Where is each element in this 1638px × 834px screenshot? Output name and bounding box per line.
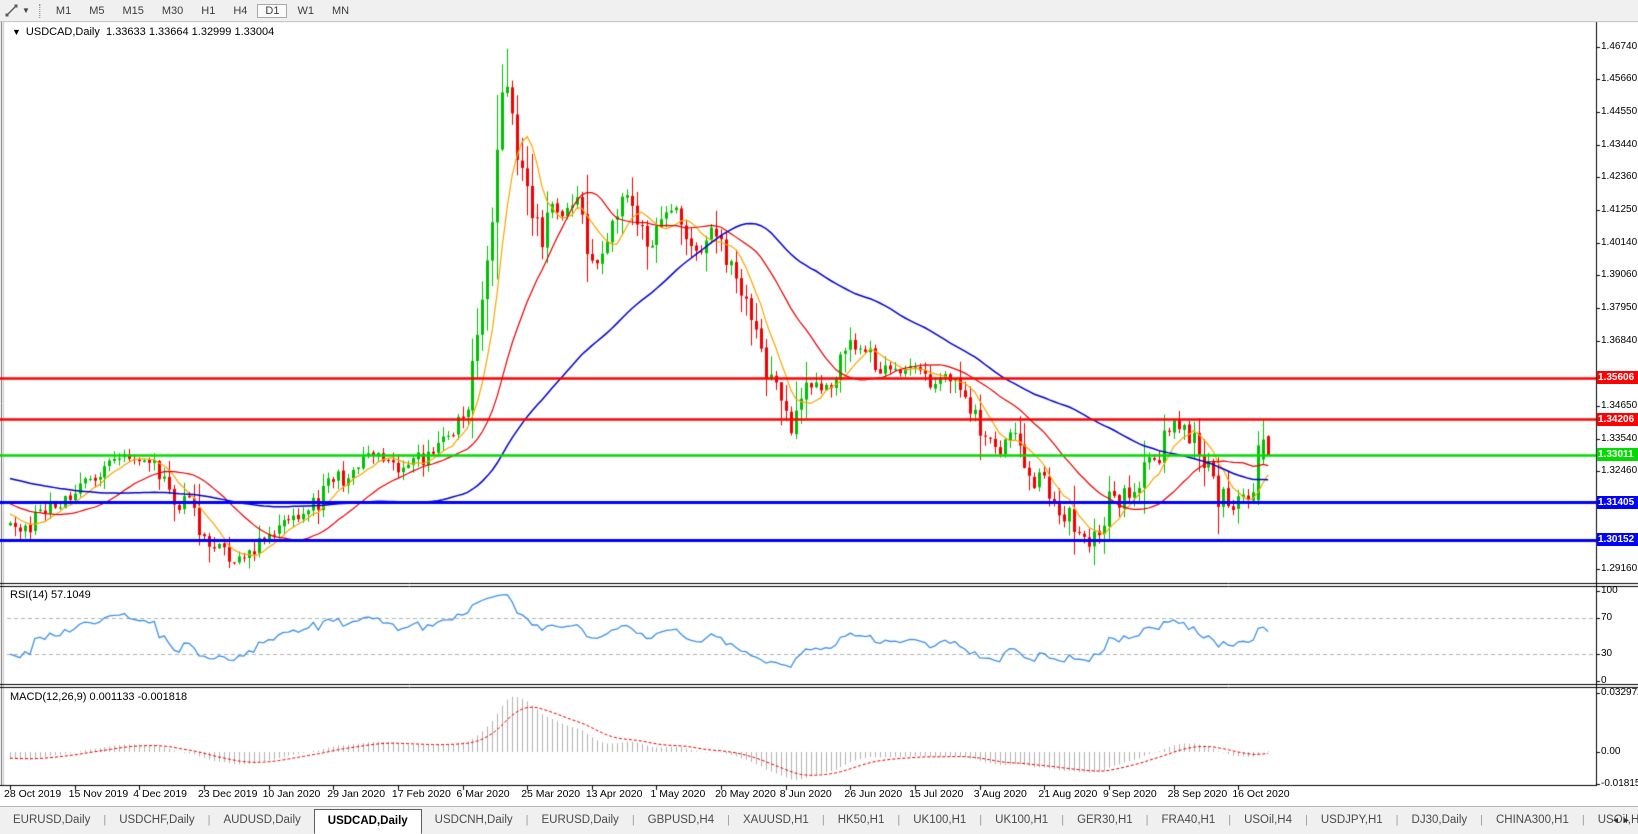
- timeframe-button-w1[interactable]: W1: [297, 5, 314, 17]
- tab-separator: |: [103, 814, 107, 826]
- tab-separator: |: [1305, 814, 1308, 826]
- chart-tab-bar: EURUSD,Daily | USDCHF,Daily | AUDUSD,Daily US…: [0, 806, 1638, 834]
- timeframe-button-d1[interactable]: D1: [257, 4, 288, 18]
- chart-tab-usoil-h4[interactable]: USOil,H4: [1244, 814, 1293, 826]
- toolbar-grip[interactable]: [38, 3, 41, 18]
- chart-tab-audusd-daily[interactable]: AUDUSD,Daily: [223, 814, 301, 826]
- tab-separator: |: [821, 814, 825, 826]
- tab-separator: |: [1395, 814, 1399, 826]
- tab-separator: |: [1480, 814, 1483, 826]
- tab-separator: |: [1145, 814, 1149, 826]
- line-style-tool[interactable]: ▼: [0, 0, 35, 21]
- chart-tab-uk100-h1[interactable]: UK100,H1: [913, 814, 967, 826]
- chart-tab-eurusd-daily[interactable]: EURUSD,Daily: [541, 814, 619, 826]
- tab-separator: |: [525, 814, 529, 826]
- chevron-down-icon: ▼: [22, 6, 30, 15]
- timeframe-toolbar: ▼ M1 M5 M15 M30 H1 H4 D1 W1 MN: [0, 0, 1638, 22]
- tab-separator: |: [207, 814, 211, 826]
- tab-separator: |: [727, 814, 730, 826]
- chart-tab-eurusd-daily[interactable]: EURUSD,Daily: [13, 814, 91, 826]
- chart-tab-usdcnh-daily[interactable]: USDCNH,Daily: [434, 814, 513, 826]
- chart-tab-xauusd-h1[interactable]: XAUUSD,H1: [743, 814, 809, 826]
- tab-separator: |: [1061, 814, 1065, 826]
- tab-separator: |: [979, 814, 983, 826]
- chart-tab-fra40-h1[interactable]: FRA40,H1: [1161, 814, 1216, 826]
- tab-separator: |: [897, 814, 901, 826]
- chart-tab-uk100-h1[interactable]: UK100,H1: [995, 814, 1049, 826]
- timeframe-button-m1[interactable]: M1: [55, 5, 72, 17]
- timeframe-button-m30[interactable]: M30: [161, 5, 184, 17]
- tab-separator: |: [631, 814, 635, 826]
- tab-separator: |: [1228, 814, 1232, 826]
- tabs-scroll-left-icon[interactable]: ◂: [1612, 815, 1624, 826]
- chart-tab-ger30-h1[interactable]: GER30,H1: [1077, 814, 1133, 826]
- timeframe-button-m5[interactable]: M5: [89, 5, 105, 17]
- chart-tab-usdjpy-h1[interactable]: USDJPY,H1: [1320, 814, 1383, 826]
- chart-tab-usdcad-daily[interactable]: USDCAD,Daily: [313, 809, 422, 834]
- chart-tab-gbpusd-h4[interactable]: GBPUSD,H4: [647, 814, 715, 826]
- chart-tab-hk50-h1[interactable]: HK50,H1: [837, 814, 885, 826]
- timeframe-button-mn[interactable]: MN: [331, 5, 350, 17]
- chart-tab-china300-h1[interactable]: CHINA300,H1: [1496, 814, 1569, 826]
- tabs-scroll-right-icon[interactable]: ▸: [1623, 815, 1635, 826]
- timeframe-button-h1[interactable]: H1: [201, 5, 216, 17]
- chart-tab-usoil-h1[interactable]: USOil,H1: [1597, 814, 1638, 826]
- chart-tab-usdchf-daily[interactable]: USDCHF,Daily: [119, 814, 195, 826]
- chart-tab-dj30-daily[interactable]: DJ30,Daily: [1411, 814, 1468, 826]
- timeframe-button-h4[interactable]: H4: [233, 5, 248, 17]
- tab-separator: |: [1581, 814, 1585, 826]
- line-style-icon: [5, 4, 18, 17]
- timeframe-button-m15[interactable]: M15: [122, 5, 144, 17]
